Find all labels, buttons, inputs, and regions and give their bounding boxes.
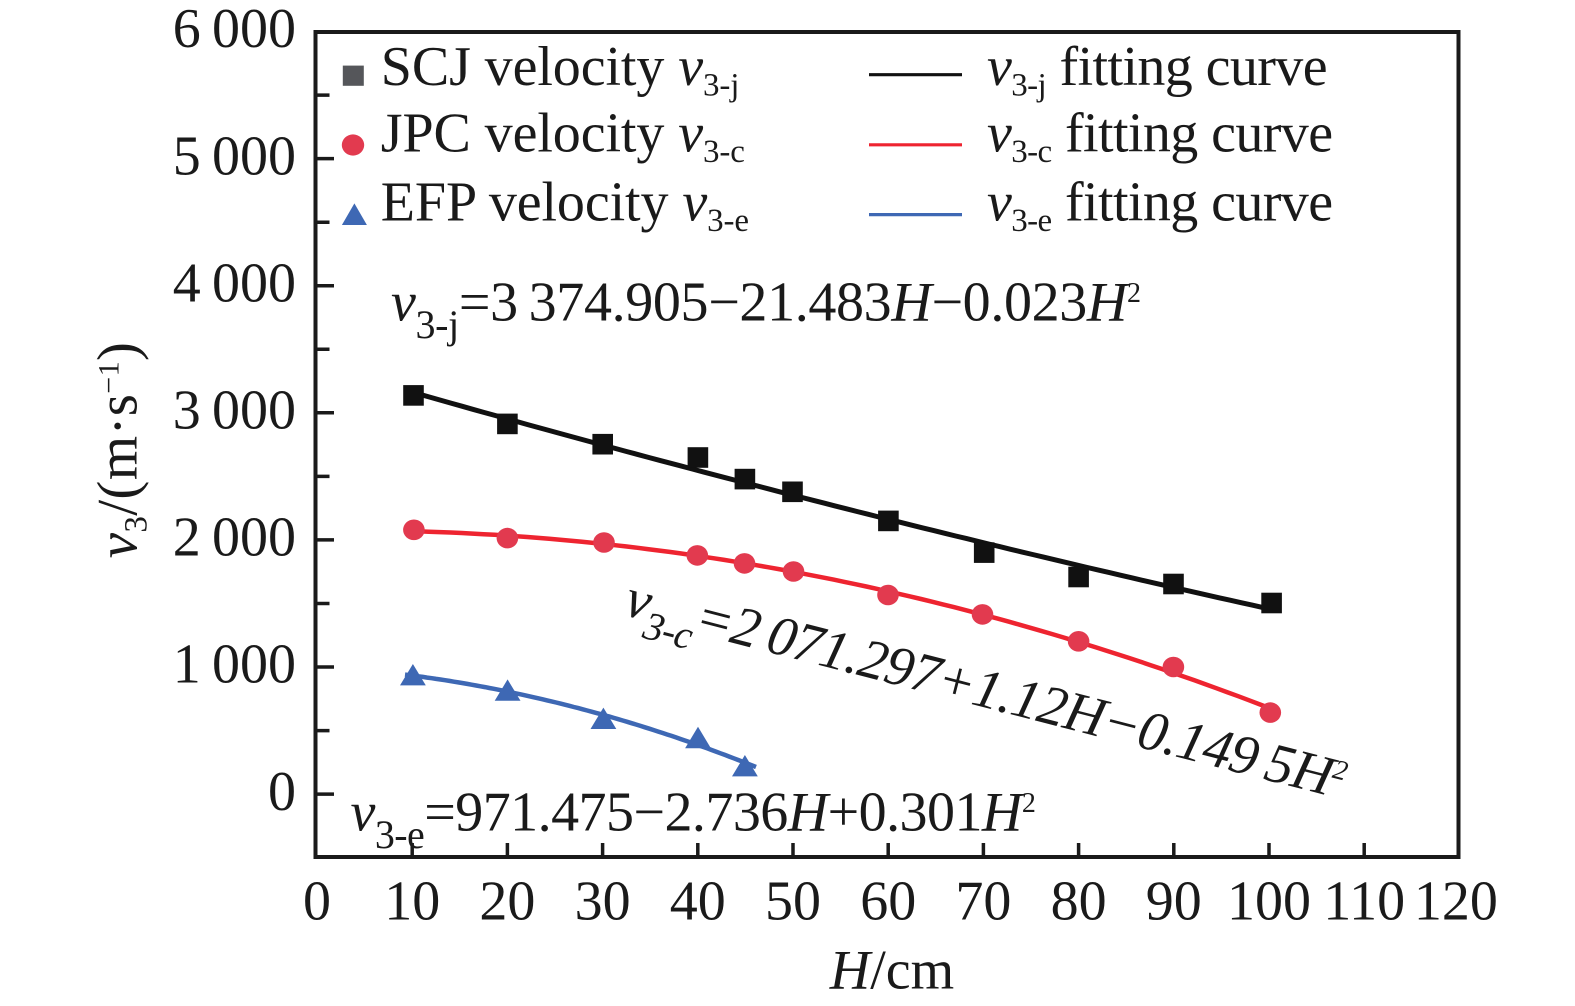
- svg-text:1 000: 1 000: [173, 634, 296, 696]
- svg-text:EFP velocity v3-e: EFP velocity v3-e: [381, 171, 749, 239]
- svg-text:v3/(m·s−1): v3/(m·s−1): [87, 342, 155, 559]
- svg-text:0: 0: [268, 761, 296, 823]
- svg-text:v3-c fitting curve: v3-c fitting curve: [987, 103, 1332, 171]
- svg-text:2 000: 2 000: [173, 507, 296, 569]
- svg-text:5 000: 5 000: [173, 125, 296, 187]
- svg-text:SCJ velocity v3-j: SCJ velocity v3-j: [381, 36, 740, 104]
- svg-text:3 000: 3 000: [173, 380, 296, 442]
- svg-text:90: 90: [1146, 871, 1202, 933]
- svg-text:v3-e fitting curve: v3-e fitting curve: [987, 171, 1332, 239]
- svg-text:80: 80: [1051, 871, 1107, 933]
- svg-text:70: 70: [955, 871, 1011, 933]
- svg-text:0: 0: [303, 871, 331, 933]
- svg-text:10: 10: [384, 871, 440, 933]
- svg-text:60: 60: [860, 871, 916, 933]
- svg-text:120: 120: [1414, 871, 1498, 933]
- svg-text:110: 110: [1323, 871, 1405, 933]
- svg-text:30: 30: [575, 871, 631, 933]
- svg-text:v3-e=971.475−2.736H+0.301H2: v3-e=971.475−2.736H+0.301H2: [351, 782, 1036, 858]
- svg-text:v3-j fitting curve: v3-j fitting curve: [987, 36, 1327, 104]
- svg-text:H/cm: H/cm: [829, 940, 954, 1002]
- svg-text:JPC velocity v3-c: JPC velocity v3-c: [381, 103, 745, 171]
- svg-text:4 000: 4 000: [173, 252, 296, 314]
- svg-text:20: 20: [479, 871, 535, 933]
- svg-text:100: 100: [1227, 871, 1311, 933]
- svg-text:v3-j=3 374.905−21.483H−0.023H2: v3-j=3 374.905−21.483H−0.023H2: [391, 272, 1141, 348]
- svg-text:6 000: 6 000: [173, 0, 296, 60]
- svg-text:50: 50: [765, 871, 821, 933]
- svg-text:40: 40: [670, 871, 726, 933]
